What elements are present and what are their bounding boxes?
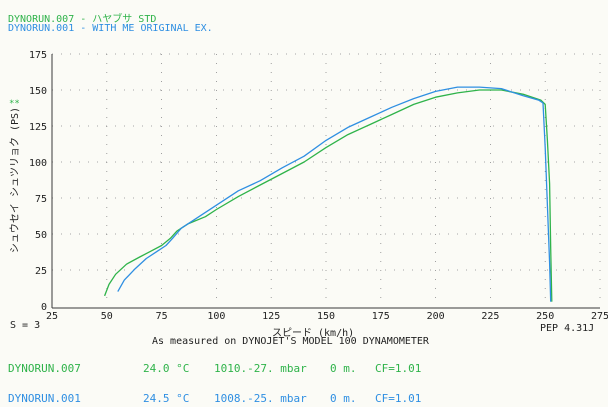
y-tick-label: 25 xyxy=(35,266,47,277)
run-altitude: 0 m. xyxy=(330,392,357,405)
x-tick-label: 200 xyxy=(427,311,445,322)
run-name: DYNORUN.001 xyxy=(8,392,81,405)
chart-grid xyxy=(52,53,601,306)
y-axis-label: シュウセイ シュツリョク (PS) xyxy=(9,107,21,253)
run-temp: 24.0 °C xyxy=(143,362,190,375)
x-tick-labels: 25 50 75 100 125 150 175 200 225 250 275 xyxy=(46,311,608,322)
run-title-1: DYNORUN.007 - ハヤブサ STD xyxy=(8,14,157,25)
run-pressure: 1010.-27. mbar xyxy=(214,362,307,375)
x-tick-label: 275 xyxy=(591,311,608,322)
y-tick-label: 100 xyxy=(29,158,47,169)
y-marker: ** xyxy=(9,99,20,109)
s-value: S = 3 xyxy=(10,320,41,331)
y-tick-label: 125 xyxy=(29,122,47,133)
x-axis-label: スピード (km/h) xyxy=(272,328,355,339)
series-line-2 xyxy=(117,86,552,302)
series-lines xyxy=(103,86,553,302)
x-tick-label: 225 xyxy=(481,311,499,322)
x-tick-label: 125 xyxy=(262,311,280,322)
y-tick-label: 0 xyxy=(41,302,47,313)
run-cf: CF=1.01 xyxy=(375,392,422,405)
pep-label: PEP 4.31J xyxy=(540,323,595,334)
chart-axes xyxy=(51,54,600,309)
x-tick-label: 100 xyxy=(207,311,225,322)
x-tick-label: 75 xyxy=(156,311,168,322)
x-tick-label: 150 xyxy=(317,311,335,322)
run-cf: CF=1.01 xyxy=(375,362,422,375)
y-tick-label: 75 xyxy=(35,194,47,205)
x-tick-label: 50 xyxy=(101,311,113,322)
y-tick-label: 50 xyxy=(35,230,47,241)
measurement-note: As measured on DYNOJET'S MODEL 100 DYNAM… xyxy=(152,336,429,347)
run-name: DYNORUN.007 xyxy=(8,362,81,375)
run-pressure: 1008.-25. mbar xyxy=(214,392,307,405)
series-line-1 xyxy=(103,89,553,302)
x-tick-label: 250 xyxy=(536,311,554,322)
run-temp: 24.5 °C xyxy=(143,392,190,405)
run-title-2: DYNORUN.001 - WITH ME ORIGINAL EX. xyxy=(8,23,213,34)
run-altitude: 0 m. xyxy=(330,362,357,375)
x-tick-label: 175 xyxy=(372,311,390,322)
y-tick-labels: 0 25 50 75 100 125 150 175 xyxy=(29,50,47,313)
y-tick-label: 175 xyxy=(29,50,47,61)
y-tick-label: 150 xyxy=(29,86,47,97)
x-tick-label: 25 xyxy=(46,311,58,322)
